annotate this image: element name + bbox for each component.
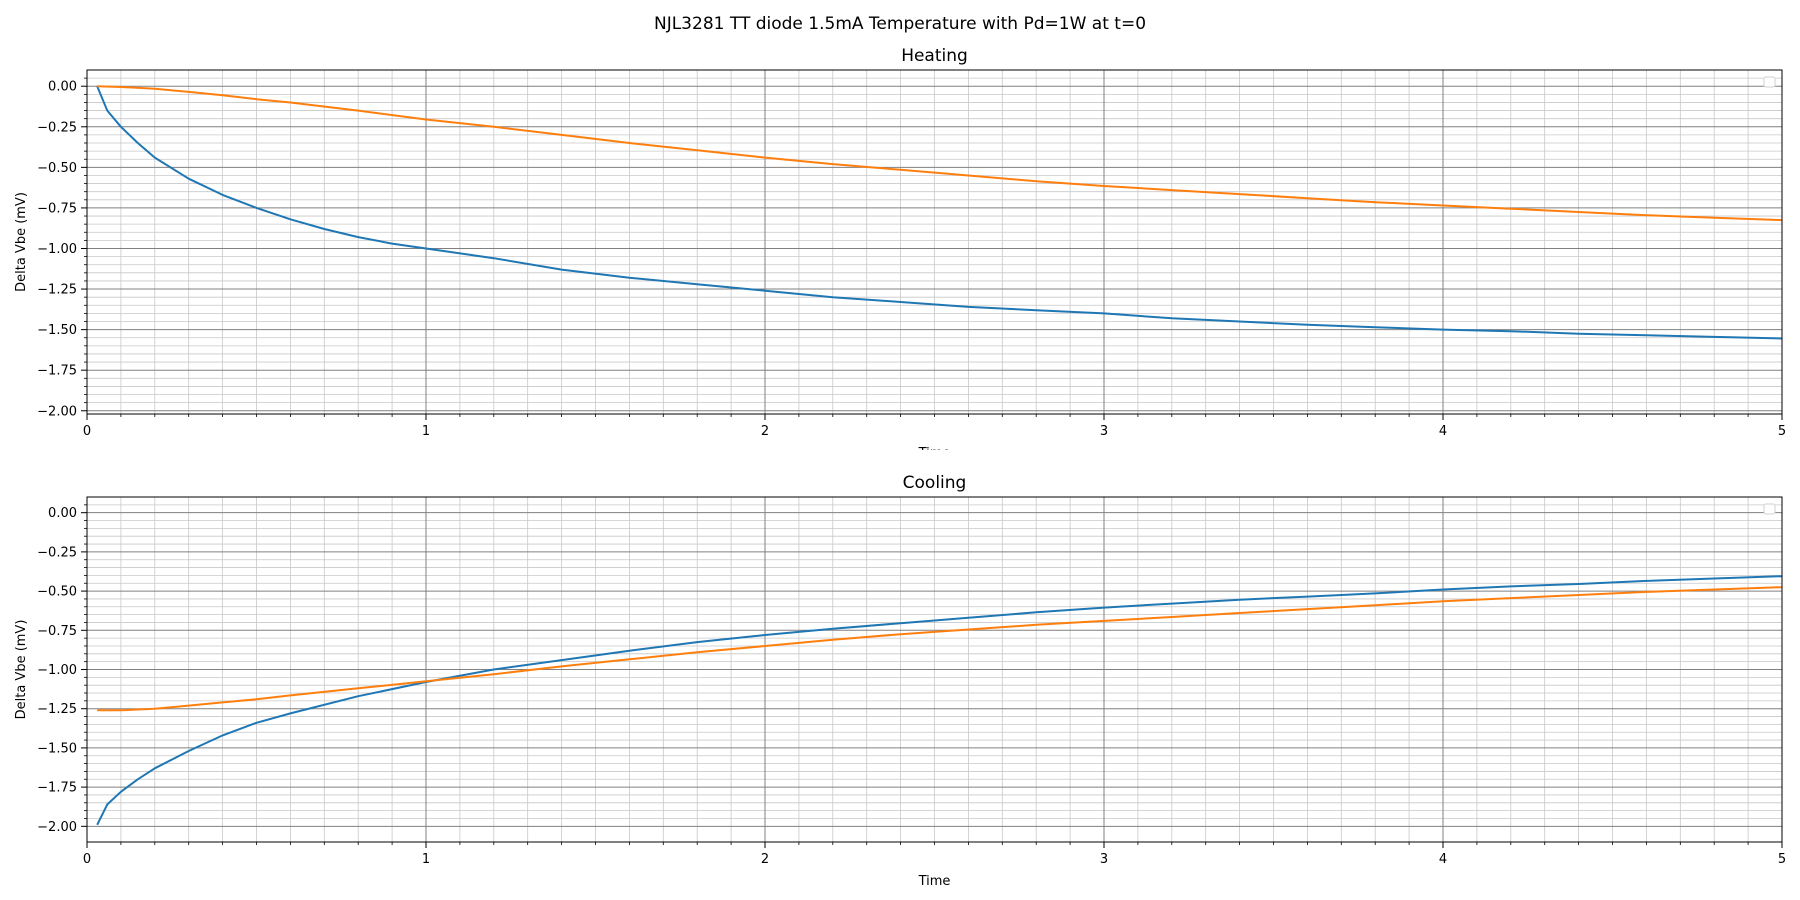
series-1: [96, 85, 1783, 340]
series-line: [96, 575, 1783, 826]
grid: [86, 497, 1783, 842]
x-axis-label: Time: [918, 874, 951, 889]
y-axis-label: Delta Vbe (mV): [14, 620, 29, 720]
x-tick-label: 2: [761, 424, 769, 439]
y-tick-label: −0.75: [37, 624, 77, 639]
y-tick-label: 0.00: [48, 506, 77, 521]
chart-title: Heating: [901, 46, 968, 66]
x-tick-label: 1: [422, 852, 430, 867]
y-tick-label: −1.00: [37, 242, 77, 257]
y-tick-label: −0.25: [37, 545, 77, 560]
y-tick-label: −1.00: [37, 663, 77, 678]
y-axis-label: Delta Vbe (mV): [14, 192, 29, 292]
y-tick-label: −0.50: [37, 585, 77, 600]
y-tick-label: −0.75: [37, 201, 77, 216]
y-tick-label: −0.25: [37, 120, 77, 135]
x-tick-label: 3: [1100, 424, 1108, 439]
x-tick-label: 4: [1439, 852, 1447, 867]
ticks: [81, 77, 1783, 420]
y-tick-label: −2.00: [37, 404, 77, 419]
x-tick-label: 1: [422, 424, 430, 439]
series-2: [97, 586, 1783, 712]
x-tick-label: 0: [83, 852, 91, 867]
x-tick-label: 5: [1778, 424, 1786, 439]
series-line: [97, 586, 1783, 712]
series-2: [97, 85, 1783, 222]
x-axis-label: Time: [918, 446, 951, 450]
x-tick-label: 0: [83, 424, 91, 439]
x-tick-label: 2: [761, 852, 769, 867]
series-1: [96, 575, 1783, 826]
ticks: [81, 504, 1783, 848]
x-tick-label: 3: [1100, 852, 1108, 867]
y-tick-label: 0.00: [48, 80, 77, 95]
y-tick-label: −1.25: [37, 702, 77, 717]
chart-cooling: 0 1 2 3 4 5 0.00 −0.25 −0.50 −0.75 −1.00 −1.25 −1.50…: [14, 473, 1786, 889]
y-tick-label: −0.50: [37, 161, 77, 176]
y-tick-label: −1.75: [37, 364, 77, 379]
series-line: [96, 85, 1783, 340]
y-tick-label: −2.00: [37, 820, 77, 835]
y-tick-label: −1.50: [37, 323, 77, 338]
chart-title: Cooling: [903, 473, 967, 493]
legend-box: [1763, 76, 1776, 88]
figure-title: NJL3281 TT diode 1.5mA Temperature with …: [653, 14, 1147, 34]
x-tick-label: 4: [1439, 424, 1447, 439]
y-tick-label: −1.50: [37, 741, 77, 756]
grid: [86, 70, 1783, 414]
chart-heating: 0 1 2 3 4 5 0.00 −0.25 −0.50 −0.75 −1.00 −1.25 −1.50…: [14, 46, 1786, 450]
series-line: [97, 85, 1783, 222]
legend-box: [1763, 503, 1776, 515]
y-tick-label: −1.25: [37, 283, 77, 298]
x-tick-label: 5: [1778, 852, 1786, 867]
y-tick-label: −1.75: [37, 781, 77, 796]
